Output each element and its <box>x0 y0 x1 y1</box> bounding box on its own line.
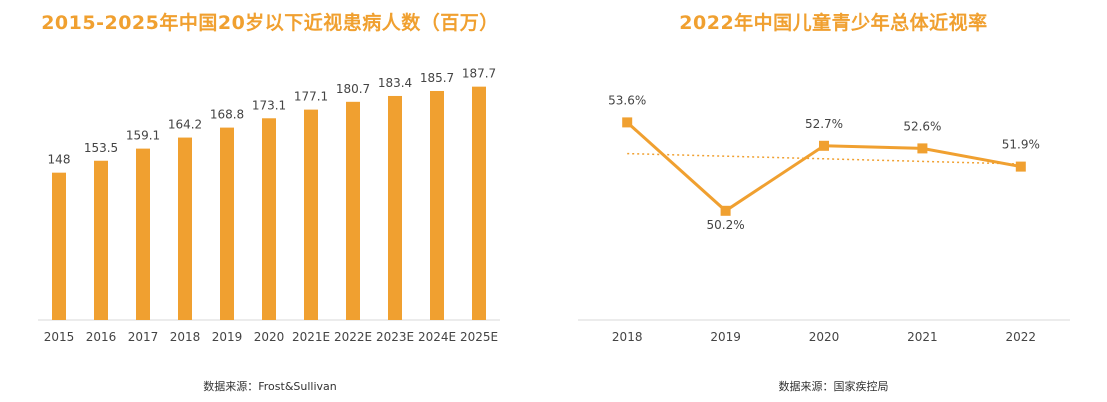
point-data-label: 50.2% <box>707 218 745 232</box>
line-chart-panel: 2022年中国儿童青少年总体近视率 53.6% 2018 50.2% 2019 52.7… <box>560 0 1107 402</box>
bar-2016 <box>94 160 108 320</box>
line-chart-title: 2022年中国儿童青少年总体近视率 <box>679 12 988 34</box>
point-2019 <box>720 205 731 216</box>
bar-2015 <box>52 172 66 320</box>
bar-2019 <box>220 127 234 320</box>
point-2021 <box>917 143 928 154</box>
trendline <box>627 152 1021 165</box>
line-chart-source: 数据来源：国家疾控局 <box>778 380 889 393</box>
line-x-tick-label: 2019 <box>710 330 741 344</box>
bar-data-label: 153.5 <box>84 141 118 155</box>
bar-data-label: 185.7 <box>420 71 454 85</box>
bar-data-label: 173.1 <box>252 98 286 112</box>
bar-2022E <box>346 101 360 320</box>
bar-data-label: 187.7 <box>462 67 496 81</box>
bar-data-label: 164.2 <box>168 118 202 132</box>
point-data-label: 53.6% <box>608 93 646 107</box>
bar-chart-title: 2015-2025年中国20岁以下近视患病人数（百万） <box>41 12 499 34</box>
bar-chart-source: 数据来源：Frost&Sullivan <box>203 380 337 393</box>
bar-x-tick-label: 2025E <box>460 330 498 344</box>
point-2022 <box>1015 161 1026 172</box>
bar-x-tick-label: 2019 <box>212 330 243 344</box>
bar-2025E <box>472 86 486 321</box>
point-data-label: 51.9% <box>1002 138 1040 152</box>
bar-data-label: 183.4 <box>378 76 412 90</box>
point-2020 <box>819 140 829 151</box>
bar-2018 <box>178 137 192 320</box>
bar-x-tick-label: 2018 <box>170 330 201 344</box>
bar-chart-panel: 2015-2025年中国20岁以下近视患病人数（百万） 148 2015 153.5… <box>0 0 540 402</box>
bar-x-tick-label: 2016 <box>86 330 117 344</box>
bar-x-tick-label: 2020 <box>254 330 285 344</box>
line-x-tick-label: 2022 <box>1006 330 1037 344</box>
bar-data-label: 159.1 <box>126 129 160 143</box>
bar-data-label: 168.8 <box>210 108 244 122</box>
bar-chart-svg: 148 2015 153.5 2016 159.1 2017 164.2 2018 168.8 2… <box>38 67 500 344</box>
bar-x-tick-label: 2023E <box>376 330 414 344</box>
bar-data-label: 177.1 <box>294 90 328 104</box>
point-data-label: 52.7% <box>805 117 843 131</box>
bar-2023E <box>388 95 402 320</box>
line-x-tick-label: 2020 <box>809 330 840 344</box>
bar-x-tick-label: 2015 <box>44 330 75 344</box>
bar-x-tick-label: 2024E <box>418 330 456 344</box>
bar-2017 <box>136 148 150 320</box>
series-line <box>626 121 1022 213</box>
bar-data-label: 148 <box>48 153 71 167</box>
bar-2024E <box>430 90 444 320</box>
point-data-label: 52.6% <box>903 119 941 133</box>
line-chart-svg: 53.6% 2018 50.2% 2019 52.7% 2020 52.6% 2021 51.9… <box>578 93 1070 344</box>
line-x-tick-label: 2021 <box>907 330 938 344</box>
point-2018 <box>622 117 633 128</box>
bar-2020 <box>262 118 276 321</box>
bar-2021E <box>304 109 318 320</box>
bar-x-tick-label: 2022E <box>334 330 372 344</box>
line-x-tick-label: 2018 <box>612 330 643 344</box>
bar-x-tick-label: 2017 <box>128 330 159 344</box>
bar-x-tick-label: 2021E <box>292 330 330 344</box>
bar-data-label: 180.7 <box>336 82 370 96</box>
